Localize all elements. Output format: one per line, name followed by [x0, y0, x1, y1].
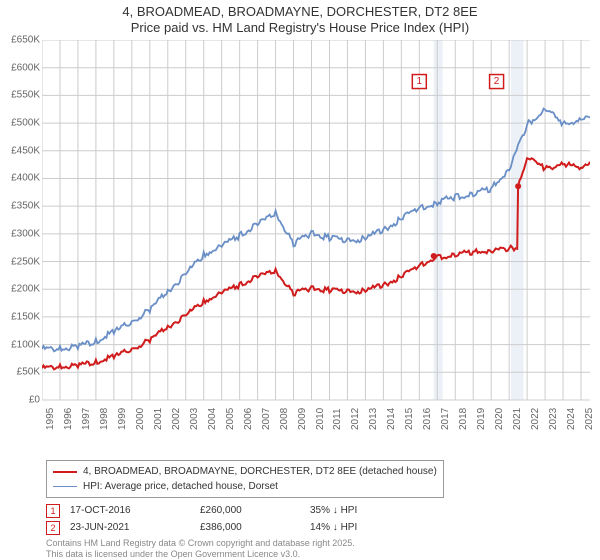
y-tick-label: £100K — [0, 339, 40, 350]
y-tick-label: £50K — [0, 367, 40, 378]
y-tick-label: £300K — [0, 228, 40, 239]
sales-table: 1 17-OCT-2016 £260,000 35% ↓ HPI 2 23-JUN-202… — [46, 502, 410, 536]
chart-area: 12 — [42, 40, 590, 430]
chart-container: 4, BROADMEAD, BROADMAYNE, DORCHESTER, DT… — [0, 0, 600, 560]
y-tick-label: £350K — [0, 201, 40, 212]
sale-row-marker: 1 — [46, 504, 60, 518]
sale-price: £260,000 — [200, 505, 300, 516]
legend-item: HPI: Average price, detached house, Dors… — [53, 479, 437, 494]
y-tick-label: £550K — [0, 90, 40, 101]
sale-hpi-delta: 35% ↓ HPI — [310, 505, 410, 516]
sale-date: 17-OCT-2016 — [70, 505, 190, 516]
chart-svg: 12 — [42, 40, 590, 430]
sale-marker-label: 1 — [417, 76, 423, 87]
sale-marker-label: 2 — [494, 76, 500, 87]
sale-row: 2 23-JUN-2021 £386,000 14% ↓ HPI — [46, 519, 410, 536]
title-line-1: 4, BROADMEAD, BROADMAYNE, DORCHESTER, DT… — [0, 4, 600, 20]
footer-line-1: Contains HM Land Registry data © Crown c… — [46, 538, 355, 549]
y-tick-label: £150K — [0, 311, 40, 322]
sale-row-marker: 2 — [46, 521, 60, 535]
series-price_paid — [42, 158, 590, 369]
title-line-2: Price paid vs. HM Land Registry's House … — [0, 20, 600, 36]
y-tick-label: £500K — [0, 118, 40, 129]
legend-label: HPI: Average price, detached house, Dors… — [83, 479, 278, 494]
y-tick-label: £0 — [0, 395, 40, 406]
legend-swatch — [53, 471, 77, 473]
y-tick-label: £650K — [0, 35, 40, 46]
y-tick-label: £200K — [0, 284, 40, 295]
sale-price: £386,000 — [200, 522, 300, 533]
legend-item: 4, BROADMEAD, BROADMAYNE, DORCHESTER, DT… — [53, 464, 437, 479]
sale-point — [431, 253, 437, 259]
legend-label: 4, BROADMEAD, BROADMAYNE, DORCHESTER, DT… — [83, 464, 437, 479]
legend-swatch — [53, 486, 77, 488]
legend: 4, BROADMEAD, BROADMAYNE, DORCHESTER, DT… — [46, 460, 444, 498]
footer-line-2: This data is licensed under the Open Gov… — [46, 549, 355, 560]
y-tick-label: £600K — [0, 62, 40, 73]
sale-row: 1 17-OCT-2016 £260,000 35% ↓ HPI — [46, 502, 410, 519]
y-tick-label: £250K — [0, 256, 40, 267]
y-tick-label: £450K — [0, 145, 40, 156]
footer: Contains HM Land Registry data © Crown c… — [46, 538, 355, 560]
sale-hpi-delta: 14% ↓ HPI — [310, 522, 410, 533]
sale-date: 23-JUN-2021 — [70, 522, 190, 533]
title-block: 4, BROADMEAD, BROADMAYNE, DORCHESTER, DT… — [0, 0, 600, 35]
sale-point — [515, 183, 521, 189]
series-hpi — [42, 109, 590, 352]
y-tick-label: £400K — [0, 173, 40, 184]
